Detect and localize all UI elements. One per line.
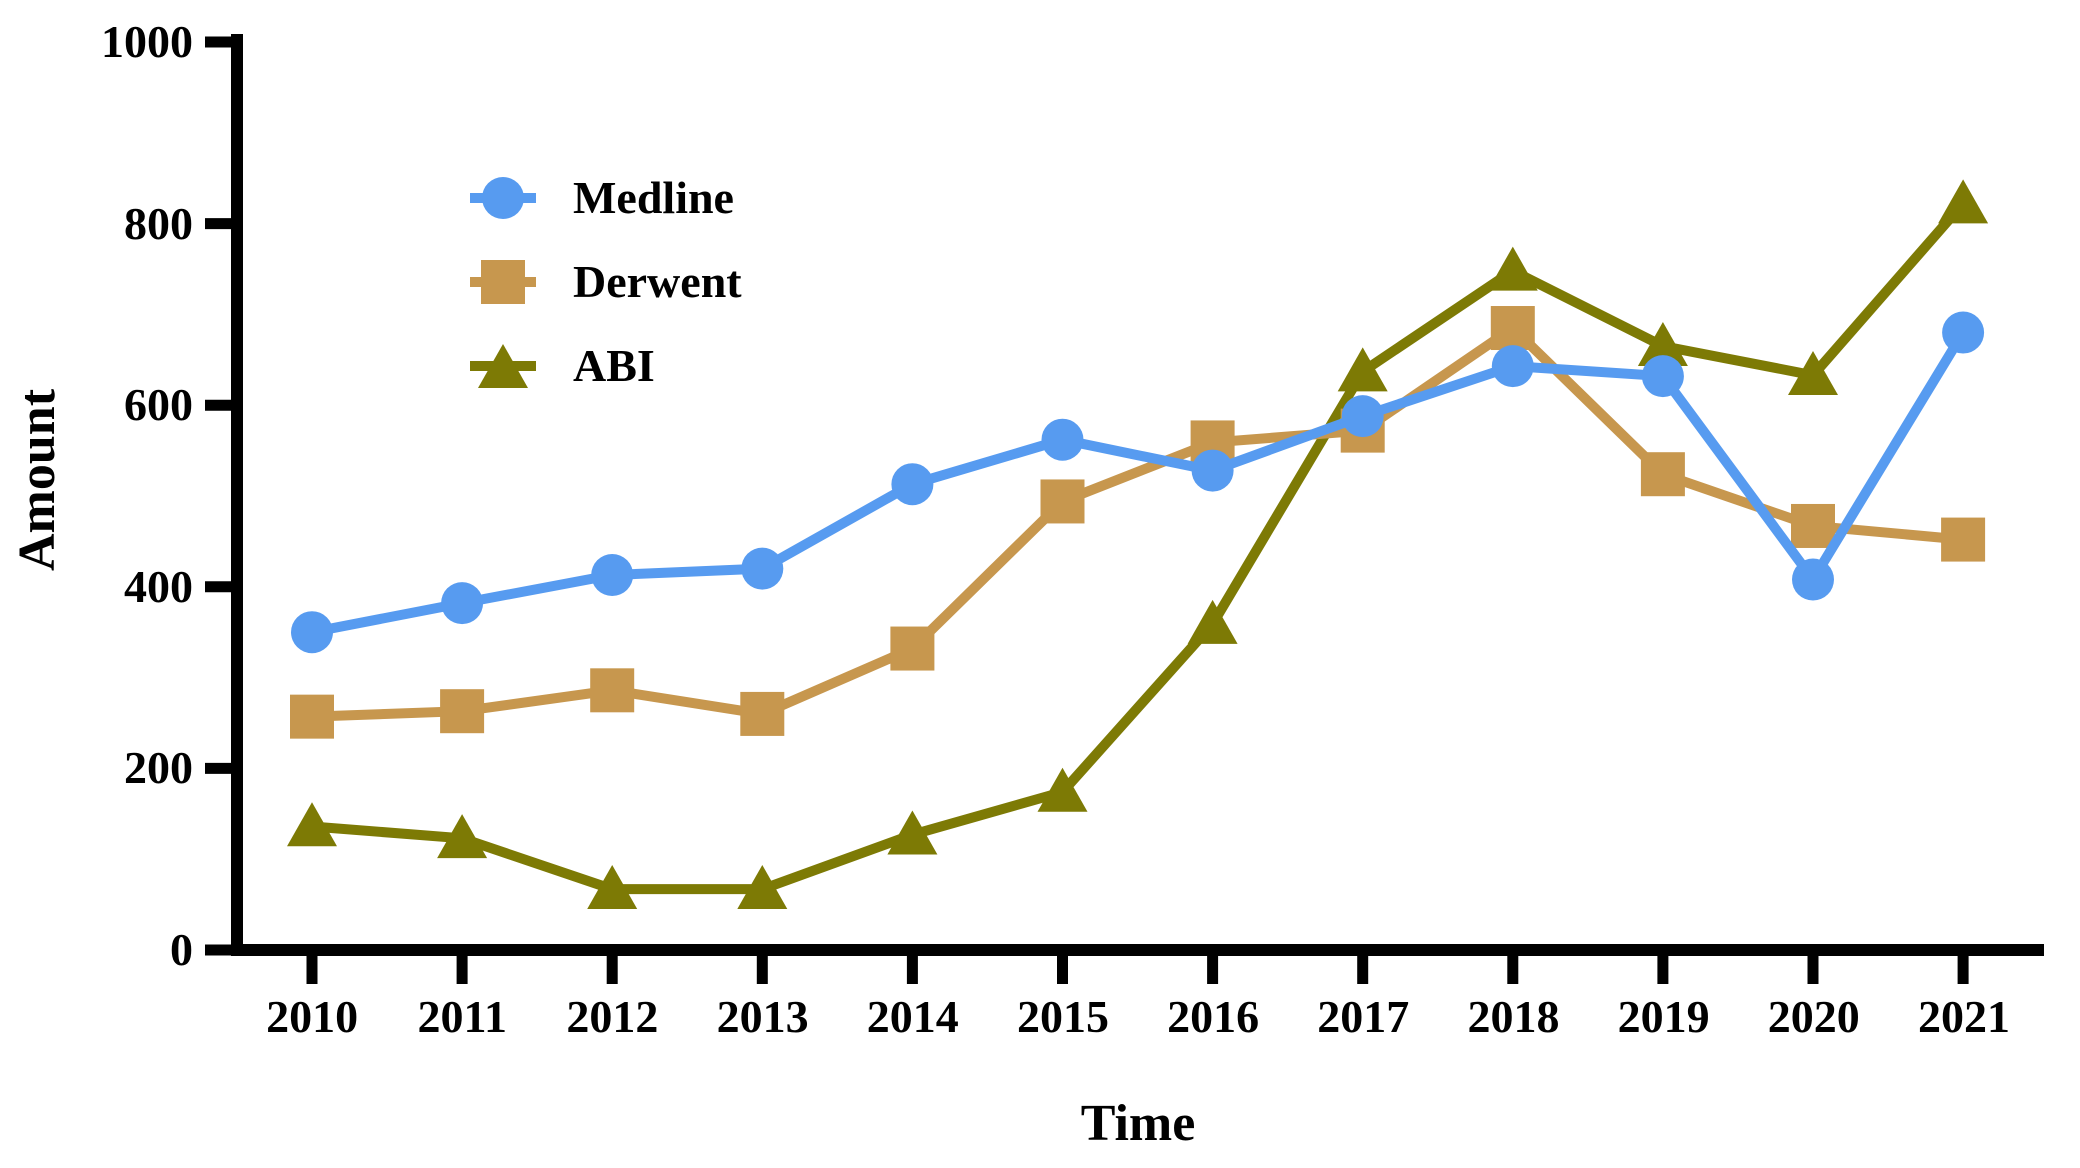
y-axis-title: Amount — [9, 388, 66, 572]
x-tick-label: 2019 — [1617, 991, 1710, 1042]
legend-label: ABI — [573, 340, 655, 391]
y-tick-label: 600 — [124, 379, 193, 430]
x-tick-label: 2012 — [566, 991, 659, 1042]
y-tick-label: 1000 — [101, 16, 193, 67]
medline-circle-icon — [482, 177, 524, 219]
x-tick-label: 2010 — [266, 991, 359, 1042]
x-tick-label: 2015 — [1016, 991, 1109, 1042]
x-tick-label: 2014 — [866, 991, 959, 1042]
legend-label: Medline — [573, 172, 734, 223]
x-tick-label: 2020 — [1767, 991, 1860, 1042]
y-tick-label: 0 — [170, 924, 193, 975]
x-tick-label: 2011 — [417, 991, 507, 1042]
x-tick-label: 2013 — [716, 991, 809, 1042]
legend-item-derwent: Derwent — [470, 240, 742, 324]
legend: Medline Derwent ABI — [470, 156, 742, 408]
x-tick-label: 2018 — [1467, 991, 1560, 1042]
y-tick-label: 400 — [124, 561, 193, 612]
y-tick-label: 200 — [124, 742, 193, 793]
x-tick-label: 2021 — [1917, 991, 2010, 1042]
derwent-square-icon — [481, 260, 525, 304]
legend-label: Derwent — [573, 256, 742, 307]
legend-item-medline: Medline — [470, 156, 742, 240]
y-tick-label: 800 — [124, 198, 193, 249]
x-tick-label: 2016 — [1167, 991, 1260, 1042]
legend-item-abi: ABI — [470, 324, 742, 408]
x-axis-title: Time — [1080, 1095, 1196, 1152]
x-tick-labels: 2010 2011 2012 2013 2014 2015 2016 2017 … — [237, 992, 2039, 1042]
x-tick-label: 2017 — [1317, 991, 1410, 1042]
